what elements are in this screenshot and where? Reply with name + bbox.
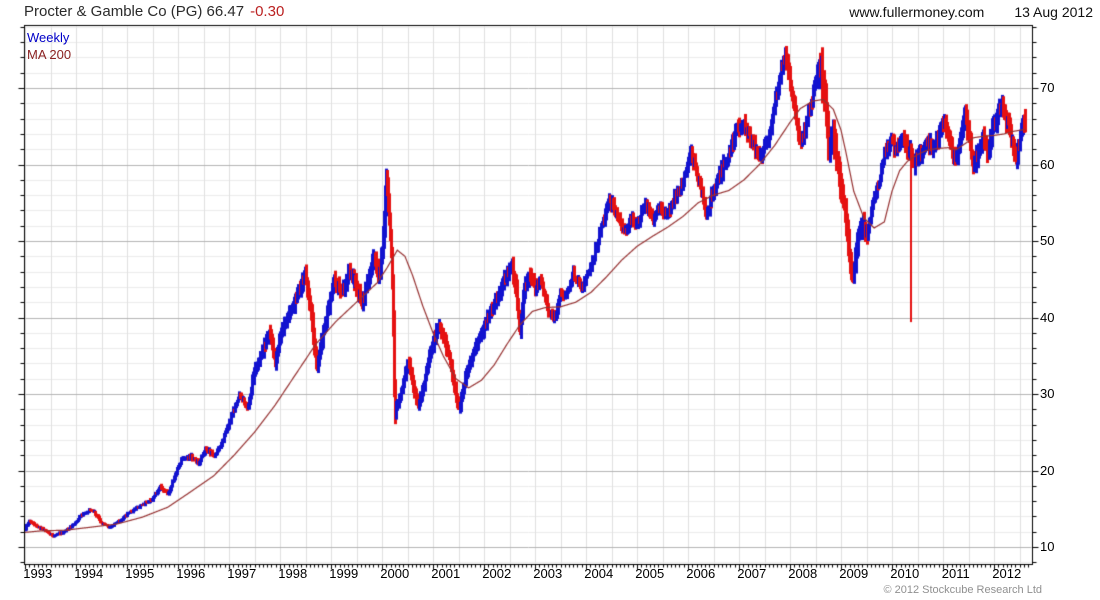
x-tick-label: 1998 xyxy=(278,566,308,581)
header-right: www.fullermoney.com 13 Aug 2012 xyxy=(849,4,1093,20)
y-tick-label: 40 xyxy=(1040,309,1055,325)
x-tick-label: 2010 xyxy=(890,566,920,581)
x-tick-label: 2001 xyxy=(431,566,461,581)
y-tick-label: 20 xyxy=(1040,462,1055,478)
y-tick-label: 50 xyxy=(1040,233,1055,248)
copyright-notice: © 2012 Stockcube Research Ltd xyxy=(883,584,1042,596)
price-change: -0.30 xyxy=(250,3,285,20)
x-tick-label: 1996 xyxy=(176,566,206,581)
instrument-title: Procter & Gamble Co (PG) 66.47 xyxy=(24,3,245,20)
site-link[interactable]: www.fullermoney.com xyxy=(849,4,985,20)
x-tick-label: 2006 xyxy=(686,566,716,581)
x-tick-label: 2002 xyxy=(482,566,512,581)
x-tick-label: 2000 xyxy=(380,566,410,581)
y-tick-label: 30 xyxy=(1040,386,1055,401)
x-tick-label: 1999 xyxy=(329,566,359,581)
chart-title: Procter & Gamble Co (PG) 66.47 -0.30 xyxy=(24,3,284,20)
x-tick-label: 2004 xyxy=(584,566,614,581)
x-tick-label: 2007 xyxy=(737,566,767,581)
x-tick-label: 2009 xyxy=(839,566,869,581)
x-tick-label: 2005 xyxy=(635,566,665,581)
x-tick-label: 2012 xyxy=(992,566,1022,581)
legend-weekly: Weekly xyxy=(27,30,70,45)
chart-legend: Weekly MA 200 xyxy=(27,29,71,63)
x-tick-label: 2008 xyxy=(788,566,818,581)
y-tick-label: 70 xyxy=(1040,80,1055,95)
x-tick-label: 1994 xyxy=(74,566,104,581)
x-tick-label: 1995 xyxy=(125,566,155,581)
x-tick-label: 2003 xyxy=(533,566,563,581)
x-tick-label: 2011 xyxy=(941,566,970,581)
x-tick-label: 1993 xyxy=(23,566,53,581)
legend-ma200: MA 200 xyxy=(27,47,72,62)
y-tick-label: 60 xyxy=(1040,156,1055,172)
x-tick-label: 1997 xyxy=(227,566,257,581)
chart-date: 13 Aug 2012 xyxy=(1014,4,1093,20)
y-tick-label: 10 xyxy=(1040,539,1055,554)
